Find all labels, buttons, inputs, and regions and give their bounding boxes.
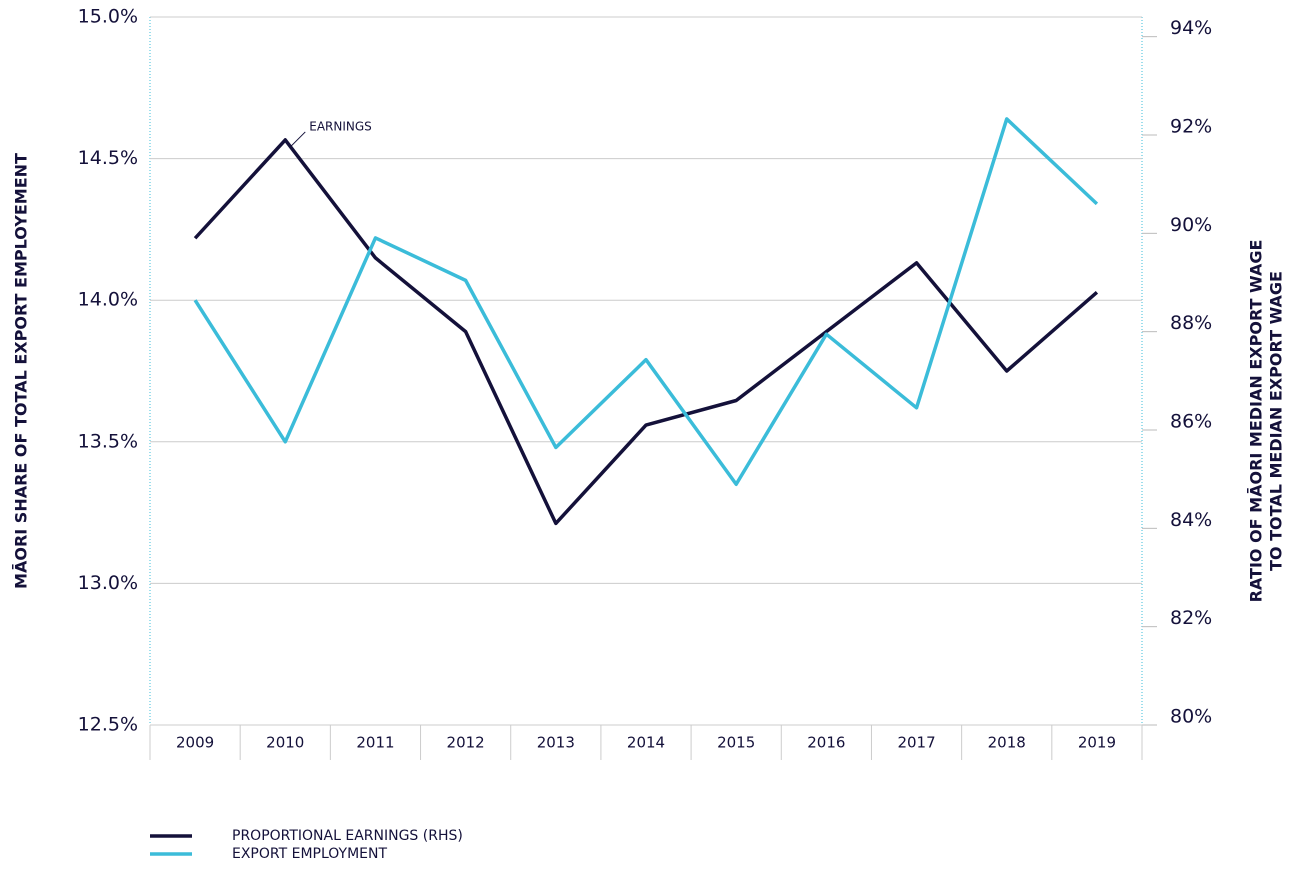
x-tick-label: 2012: [447, 734, 485, 752]
y2-tick-label: 92%: [1170, 116, 1212, 138]
x-tick-label: 2014: [627, 734, 665, 752]
y-tick-label: 12.5%: [78, 714, 138, 736]
legend-label: PROPORTIONAL EARNINGS (RHS): [232, 828, 463, 844]
y2-tick-label: 90%: [1170, 214, 1212, 236]
x-tick-label: 2013: [537, 734, 575, 752]
y2-tick-label: 80%: [1170, 706, 1212, 728]
x-tick-label: 2015: [717, 734, 755, 752]
y-tick-label: 13.5%: [78, 430, 138, 452]
y2-axis-title: RATIO OF MĀORI MEDIAN EXPORT WAGE: [1246, 240, 1266, 603]
x-tick-label: 2016: [807, 734, 845, 752]
x-tick-label: 2019: [1078, 734, 1116, 752]
x-tick-label: 2011: [356, 734, 394, 752]
y-tick-label: 15.0%: [78, 6, 138, 28]
y2-axis-title: TO TOTAL MEDIAN EXPORT WAGE: [1267, 271, 1286, 571]
y2-tick-label: 86%: [1170, 411, 1212, 433]
series-line: [193, 138, 1099, 526]
x-tick-label: 2009: [176, 734, 214, 752]
y-axis-title: MĀORI SHARE OF TOTAL EXPORT EMPLOYEMENT: [11, 153, 31, 589]
y2-tick-label: 94%: [1170, 17, 1212, 39]
x-tick-label: 2017: [897, 734, 935, 752]
annotation-leader: [290, 131, 306, 147]
y-tick-label: 14.5%: [78, 147, 138, 169]
x-tick-label: 2010: [266, 734, 304, 752]
x-tick-label: 2018: [988, 734, 1026, 752]
series-line: [193, 117, 1099, 487]
y-tick-label: 13.0%: [78, 572, 138, 594]
y2-tick-label: 88%: [1170, 312, 1212, 334]
y2-tick-label: 84%: [1170, 509, 1212, 531]
annotation: EARNINGS: [309, 119, 372, 133]
y-tick-label: 14.0%: [78, 289, 138, 311]
legend-label: EXPORT EMPLOYMENT: [232, 846, 387, 862]
y2-tick-label: 82%: [1170, 607, 1212, 629]
